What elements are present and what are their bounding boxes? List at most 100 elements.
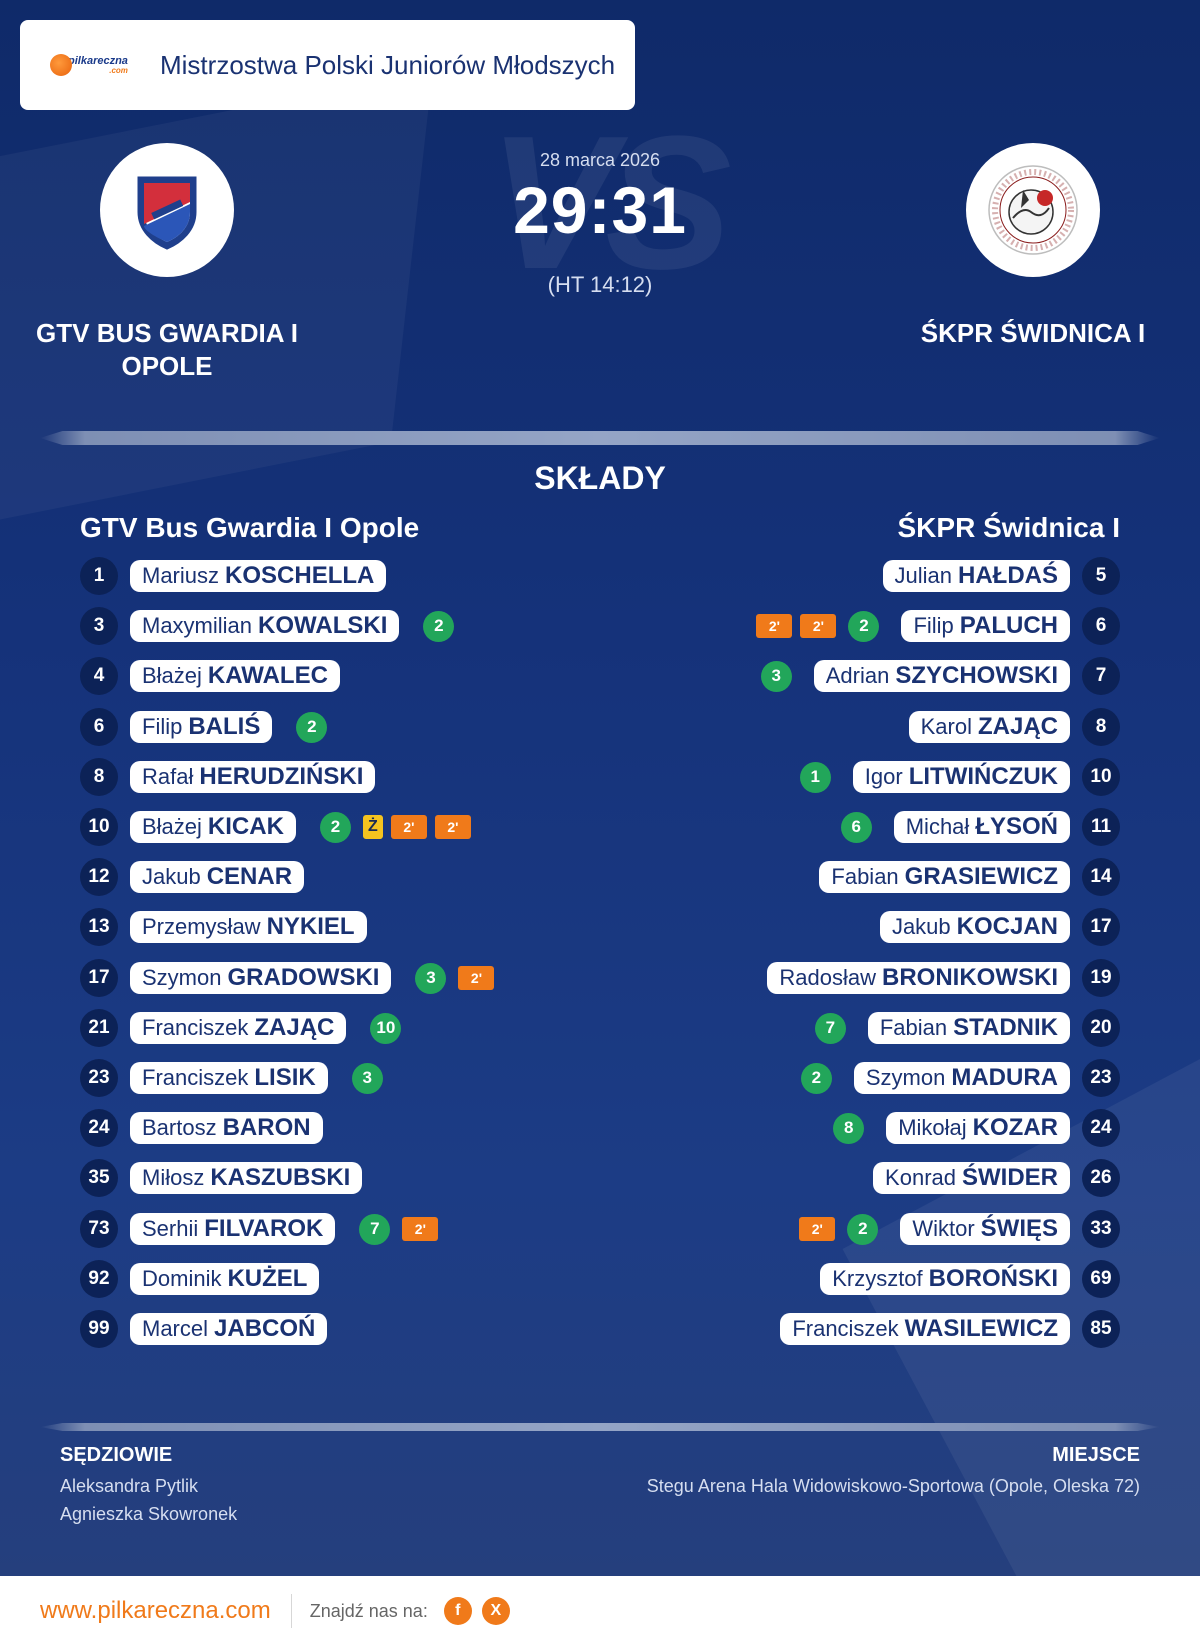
- goals-badge: 7: [814, 1012, 846, 1044]
- player-first-name: Filip: [913, 613, 954, 638]
- goals-badge: 2: [800, 1062, 832, 1094]
- player-first-name: Szymon: [142, 965, 222, 990]
- player-last-name: HAŁDAŚ: [958, 562, 1058, 589]
- player-number: 3: [80, 607, 118, 645]
- player-name: Filip BALIŚ: [130, 711, 273, 743]
- player-row: 7 Adrian SZYCHOWSKI 3: [760, 657, 1120, 695]
- referee-name: Agnieszka Skowronek: [60, 1504, 238, 1524]
- player-name: Mikołaj KOZAR: [886, 1112, 1070, 1144]
- player-number: 69: [1082, 1260, 1120, 1298]
- home-crest-icon: [137, 176, 197, 250]
- player-name: Konrad ŚWIDER: [873, 1162, 1070, 1194]
- referee-name: Aleksandra Pytlik: [60, 1476, 199, 1496]
- player-row: 23 Franciszek LISIK 3: [80, 1059, 383, 1097]
- goals-badge: 3: [351, 1062, 383, 1094]
- player-last-name: NYKIEL: [266, 913, 355, 940]
- site-link[interactable]: www.pilkareczna.com: [40, 1597, 271, 1624]
- player-row: 4 Błażej KAWALEC: [80, 657, 340, 695]
- player-first-name: Błażej: [142, 814, 202, 839]
- player-row: 24 Mikołaj KOZAR 8: [833, 1109, 1120, 1147]
- player-name: Przemysław NYKIEL: [130, 911, 367, 943]
- player-last-name: KOZAR: [972, 1114, 1058, 1141]
- player-first-name: Karol: [920, 714, 972, 739]
- player-name: Mariusz KOSCHELLA: [130, 560, 387, 592]
- player-first-name: Bartosz: [142, 1115, 217, 1140]
- player-name: Michał ŁYSOŃ: [893, 811, 1070, 843]
- player-stats: 3 2': [415, 962, 495, 994]
- player-first-name: Serhii: [142, 1216, 199, 1241]
- facebook-icon[interactable]: f: [443, 1597, 472, 1625]
- player-row: 6 Filip PALUCH 2 2' 2': [756, 607, 1120, 645]
- goals-badge: 2: [847, 1213, 879, 1245]
- player-last-name: PALUCH: [959, 612, 1058, 639]
- player-first-name: Fabian: [831, 864, 899, 889]
- site-logo[interactable]: pilkareczna .com: [50, 54, 140, 76]
- player-number: 10: [1082, 758, 1120, 796]
- player-first-name: Rafał: [142, 764, 194, 789]
- player-first-name: Wiktor: [912, 1216, 975, 1241]
- divider: [40, 1423, 1160, 1431]
- player-row: 8 Karol ZAJĄC: [908, 708, 1120, 746]
- player-last-name: BALIŚ: [188, 713, 261, 740]
- player-name: Filip PALUCH: [901, 610, 1070, 642]
- player-number: 21: [80, 1009, 118, 1047]
- player-last-name: ŁYSOŃ: [975, 813, 1058, 840]
- player-stats: 3: [351, 1062, 383, 1094]
- player-name: Błażej KAWALEC: [130, 660, 340, 692]
- player-row: 10 Błażej KICAK 2 Ż 2' 2': [80, 808, 471, 846]
- player-name: Rafał HERUDZIŃSKI: [130, 761, 376, 793]
- player-last-name: BARON: [222, 1114, 311, 1141]
- player-row: 11 Michał ŁYSOŃ 6: [840, 808, 1120, 846]
- home-lineup-title: GTV Bus Gwardia I Opole: [80, 512, 420, 543]
- player-name: Serhii FILVAROK: [130, 1213, 336, 1245]
- goals-badge: 2: [423, 610, 455, 642]
- player-stats: 2 Ż 2' 2': [319, 811, 471, 843]
- player-name: Fabian STADNIK: [867, 1012, 1070, 1044]
- player-row: 35 Miłosz KASZUBSKI: [80, 1159, 363, 1197]
- footer-separator: [290, 1594, 292, 1628]
- player-name: Igor LITWIŃCZUK: [852, 761, 1070, 793]
- player-first-name: Julian: [894, 563, 952, 588]
- player-last-name: KICAK: [207, 813, 284, 840]
- player-first-name: Mariusz: [142, 563, 220, 588]
- player-stats: 2: [800, 1062, 832, 1094]
- player-stats: 10: [370, 1012, 402, 1044]
- player-last-name: MADURA: [951, 1064, 1058, 1091]
- player-last-name: STADNIK: [953, 1014, 1058, 1041]
- player-name: Bartosz BARON: [130, 1112, 323, 1144]
- player-row: 73 Serhii FILVAROK 7 2': [80, 1210, 439, 1248]
- venue-name: Stegu Arena Hala Widowiskowo-Sportowa (O…: [646, 1476, 1140, 1496]
- player-row: 10 Igor LITWIŃCZUK 1: [799, 758, 1120, 796]
- player-last-name: GRADOWSKI: [227, 964, 380, 991]
- player-last-name: KOSCHELLA: [225, 562, 375, 589]
- player-last-name: KASZUBSKI: [210, 1164, 351, 1191]
- player-last-name: CENAR: [206, 863, 293, 890]
- divider: [40, 431, 1160, 445]
- player-stats: 3: [760, 660, 792, 692]
- player-stats: 7 2': [359, 1213, 439, 1245]
- player-last-name: HERUDZIŃSKI: [199, 763, 364, 790]
- player-number: 19: [1082, 959, 1120, 997]
- player-number: 8: [1082, 708, 1120, 746]
- away-team-logo: [966, 143, 1100, 277]
- player-row: 19 Radosław BRONIKOWSKI: [767, 959, 1120, 997]
- player-last-name: KAWALEC: [207, 662, 328, 689]
- yellow-card-badge: Ż: [362, 815, 383, 839]
- player-last-name: SZYCHOWSKI: [895, 662, 1058, 689]
- player-name: Jakub KOCJAN: [879, 911, 1070, 943]
- lineups-title: SKŁADY: [534, 460, 666, 496]
- player-first-name: Adrian: [825, 663, 890, 688]
- goals-badge: 2: [296, 711, 328, 743]
- competition-title: Mistrzostwa Polski Juniorów Młodszych: [160, 49, 616, 80]
- suspension-badge: 2': [390, 815, 427, 839]
- x-icon[interactable]: X: [481, 1597, 510, 1625]
- goals-badge: 10: [370, 1012, 402, 1044]
- goals-badge: 2: [319, 811, 351, 843]
- player-number: 13: [80, 908, 118, 946]
- goals-badge: 3: [760, 660, 792, 692]
- player-row: 92 Dominik KUŻEL: [80, 1260, 320, 1298]
- player-row: 20 Fabian STADNIK 7: [814, 1009, 1120, 1047]
- player-first-name: Franciszek: [792, 1316, 899, 1341]
- match-card: pilkareczna .com Mistrzostwa Polski Juni…: [0, 0, 1200, 1576]
- player-last-name: ŚWIDER: [962, 1164, 1058, 1191]
